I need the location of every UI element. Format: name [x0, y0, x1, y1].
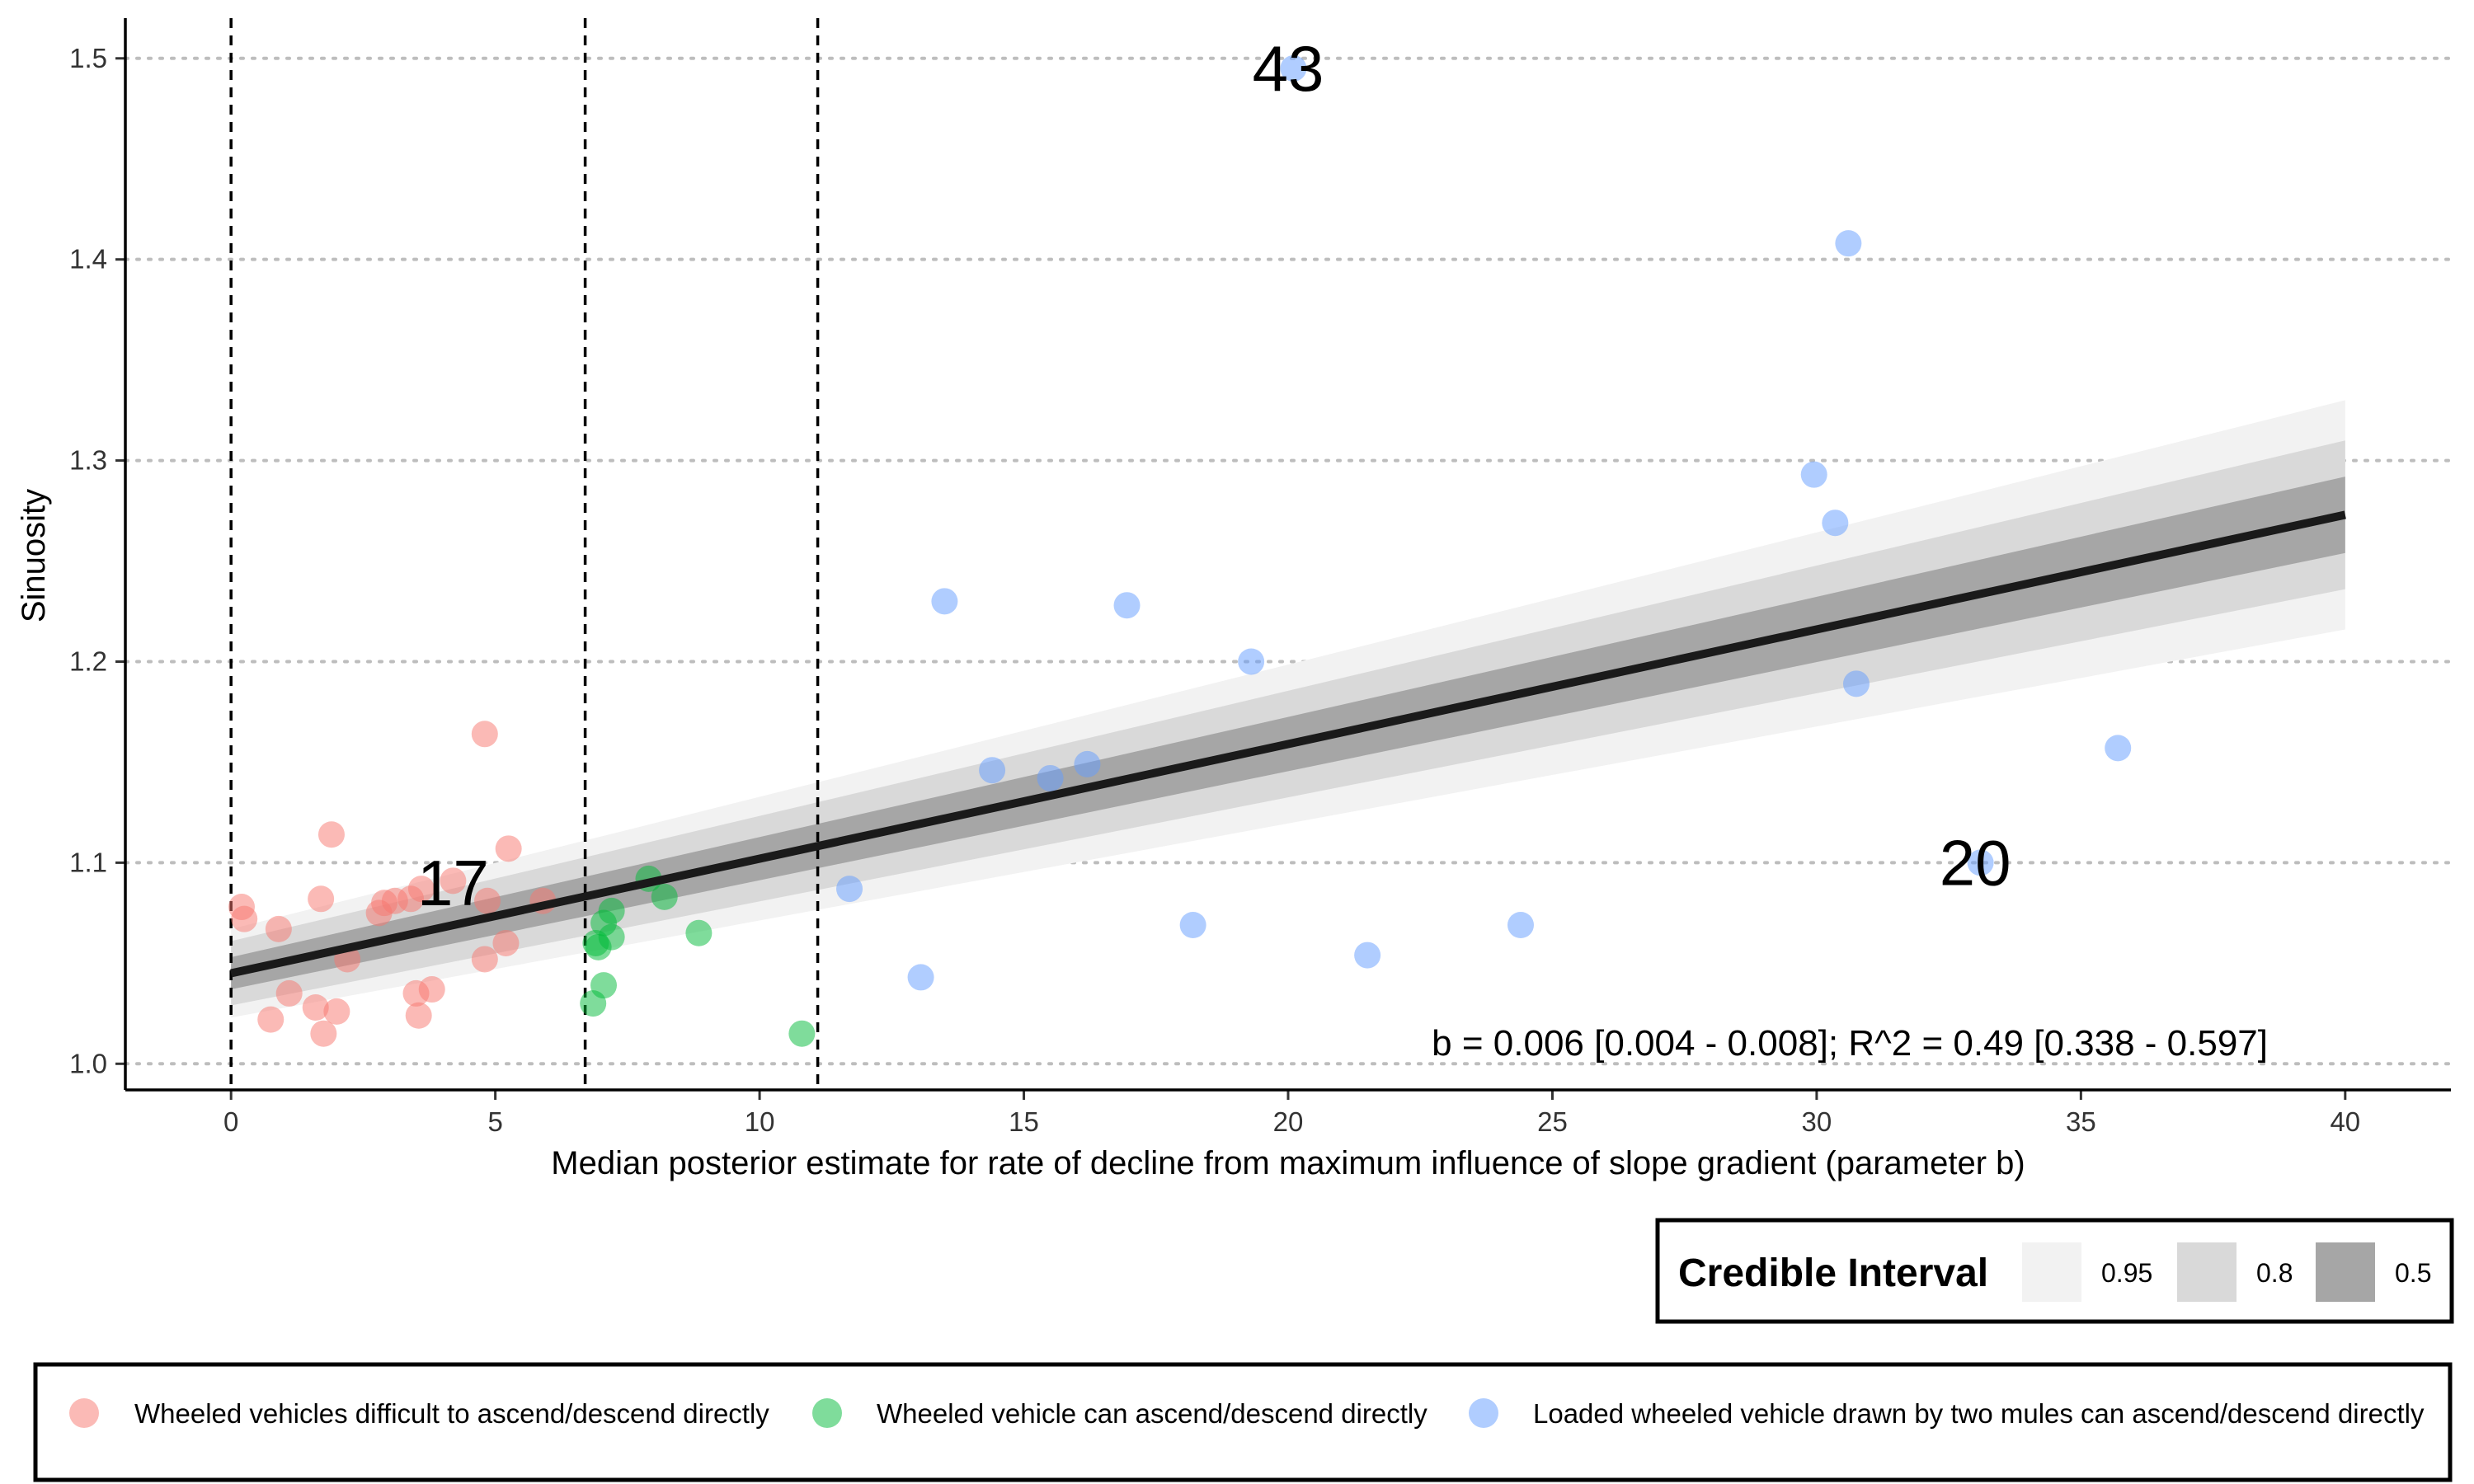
- data-point: [931, 588, 958, 615]
- x-tick-label: 35: [2066, 1106, 2096, 1137]
- data-point: [474, 887, 501, 914]
- data-point: [257, 1006, 285, 1033]
- data-point: [471, 721, 498, 748]
- ci-swatch-08: [2177, 1242, 2236, 1302]
- credible-interval-legend: Credible Interval 0.95 0.8 0.5: [1655, 1218, 2454, 1324]
- data-point: [907, 964, 934, 991]
- data-point: [1037, 764, 1064, 791]
- data-point: [495, 835, 522, 862]
- x-tick-label: 0: [223, 1106, 238, 1137]
- data-point: [651, 883, 678, 910]
- ci-swatch-05: [2316, 1242, 2375, 1302]
- vertical-reference-lines: [229, 18, 820, 1090]
- y-axis-title: Sinuosity: [16, 489, 52, 622]
- data-point: [1354, 942, 1381, 969]
- data-point: [440, 867, 467, 895]
- group-key-can-ascend: [812, 1398, 842, 1428]
- x-tick-label: 10: [745, 1106, 775, 1137]
- regression-annotation: b = 0.006 [0.004 - 0.008]; R^2 = 0.49 [0…: [1432, 1023, 2268, 1064]
- y-tick-label: 1.5: [69, 43, 107, 73]
- data-point: [1074, 750, 1101, 777]
- data-point: [231, 905, 258, 932]
- group-legend-box: [33, 1362, 2453, 1482]
- x-tick-label: 5: [487, 1106, 502, 1137]
- data-point: [979, 757, 1006, 784]
- group-label-can-ascend: Wheeled vehicle can ascend/descend direc…: [877, 1398, 1427, 1429]
- data-point: [2105, 735, 2132, 762]
- ci-legend-title: Credible Interval: [1678, 1252, 1988, 1295]
- y-tick-label: 1.4: [69, 244, 107, 275]
- data-point: [590, 909, 618, 937]
- series-3: [836, 54, 2132, 991]
- data-point: [788, 1020, 816, 1047]
- data-point: [471, 946, 498, 973]
- regression-line: [230, 510, 2346, 978]
- data-point: [418, 976, 445, 1003]
- data-point: [317, 821, 345, 848]
- data-point: [1835, 230, 1862, 257]
- x-tick-label: 20: [1273, 1106, 1304, 1137]
- group-count-label: 43: [1253, 32, 1324, 105]
- group-count-label: 17: [417, 847, 489, 919]
- ci-label-05: 0.5: [2395, 1258, 2431, 1288]
- data-point: [492, 929, 520, 956]
- data-point: [1507, 912, 1534, 938]
- data-point: [1238, 648, 1265, 675]
- x-axis-title: Median posterior estimate for rate of de…: [551, 1145, 2025, 1181]
- data-point: [1113, 592, 1141, 619]
- group-key-difficult: [69, 1398, 99, 1428]
- group-label-difficult: Wheeled vehicles difficult to ascend/des…: [134, 1398, 769, 1429]
- ci-label-08: 0.8: [2256, 1258, 2293, 1288]
- x-tick-label: 25: [1537, 1106, 1568, 1137]
- y-tick-label: 1.3: [69, 445, 107, 476]
- data-point: [407, 876, 435, 903]
- data-points: [228, 54, 2132, 1047]
- y-tick-label: 1.0: [69, 1048, 107, 1078]
- data-point: [302, 994, 329, 1021]
- y-tick-label: 1.1: [69, 847, 107, 877]
- data-point: [1800, 461, 1827, 488]
- data-point: [1842, 670, 1870, 697]
- x-tick-label: 30: [1802, 1106, 1832, 1137]
- data-point: [310, 1020, 337, 1047]
- regression-line-layer: [230, 510, 2346, 978]
- x-tick-label: 15: [1009, 1106, 1039, 1137]
- ci-swatch-095: [2022, 1242, 2081, 1302]
- axes: 1.0 1.1 1.2 1.3 1.4 1.5 0 5 10 15 20 25 30 35 40: [69, 18, 2451, 1137]
- data-point: [275, 979, 303, 1007]
- data-point: [1822, 510, 1849, 537]
- data-point: [323, 998, 350, 1025]
- ci-label-095: 0.95: [2101, 1258, 2152, 1288]
- data-point: [265, 915, 292, 942]
- data-point: [1280, 54, 1307, 82]
- labels: b = 0.006 [0.004 - 0.008]; R^2 = 0.49 [0…: [16, 32, 2268, 1181]
- y-tick-label: 1.2: [69, 646, 107, 676]
- data-point: [685, 919, 713, 946]
- data-point: [405, 1002, 432, 1029]
- group-count-label: 20: [1940, 826, 2011, 899]
- data-point: [836, 876, 863, 903]
- data-point: [590, 972, 618, 999]
- x-tick-label: 40: [2330, 1106, 2360, 1137]
- data-point: [1179, 912, 1206, 938]
- group-key-mules: [1469, 1398, 1498, 1428]
- data-point: [1967, 849, 1994, 876]
- group-legend: Wheeled vehicles difficult to ascend/des…: [33, 1362, 2453, 1482]
- series-1: [228, 721, 557, 1047]
- group-label-mules: Loaded wheeled vehicle drawn by two mule…: [1533, 1398, 2425, 1429]
- data-point: [308, 885, 335, 913]
